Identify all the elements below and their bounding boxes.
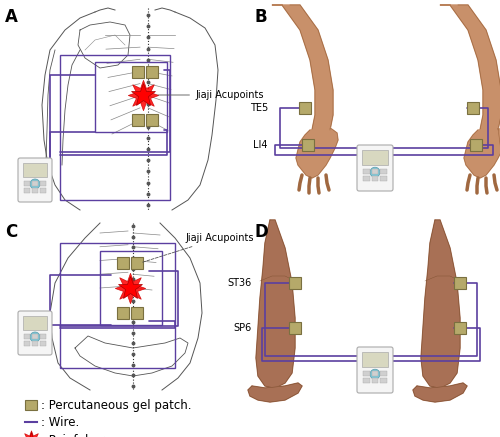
Polygon shape — [440, 5, 500, 130]
Bar — [363, 371, 370, 376]
Bar — [380, 169, 387, 174]
Polygon shape — [421, 220, 460, 388]
Bar — [60, 243, 175, 368]
Bar — [299, 102, 311, 114]
Ellipse shape — [370, 167, 380, 177]
Bar — [380, 378, 387, 383]
Text: LI4: LI4 — [254, 140, 268, 150]
Text: A: A — [5, 8, 18, 26]
Bar — [40, 334, 46, 339]
Bar — [24, 188, 30, 193]
Bar — [362, 352, 388, 367]
Text: C: C — [5, 223, 17, 241]
Bar — [454, 322, 466, 334]
FancyBboxPatch shape — [357, 347, 393, 393]
Bar — [117, 257, 129, 269]
Bar — [467, 102, 479, 114]
Bar — [117, 307, 129, 319]
Polygon shape — [413, 383, 467, 402]
Text: : Wire.: : Wire. — [41, 416, 79, 429]
Text: B: B — [255, 8, 268, 26]
Ellipse shape — [30, 332, 40, 342]
Text: Jiaji Acupoints: Jiaji Acupoints — [158, 90, 264, 100]
Bar — [23, 316, 47, 330]
Ellipse shape — [370, 369, 380, 379]
Bar — [289, 322, 301, 334]
Bar — [132, 66, 144, 78]
Bar — [302, 139, 314, 151]
Bar — [24, 181, 30, 186]
Bar — [362, 150, 388, 165]
FancyBboxPatch shape — [18, 158, 52, 202]
Bar — [32, 334, 38, 339]
Bar — [132, 114, 144, 126]
Bar — [380, 176, 387, 181]
Text: SP6: SP6 — [234, 323, 252, 333]
Bar — [95, 62, 167, 132]
Bar — [146, 114, 158, 126]
Bar — [372, 378, 378, 383]
Polygon shape — [296, 128, 338, 178]
Text: ST36: ST36 — [228, 278, 252, 288]
Bar — [372, 176, 378, 181]
Bar — [40, 181, 46, 186]
Bar — [454, 277, 466, 289]
Bar — [24, 334, 30, 339]
Bar — [131, 307, 143, 319]
Polygon shape — [464, 128, 500, 178]
Bar — [32, 341, 38, 346]
Bar — [372, 371, 378, 376]
Bar — [363, 169, 370, 174]
Bar — [40, 341, 46, 346]
Bar — [289, 277, 301, 289]
Bar — [363, 176, 370, 181]
Polygon shape — [256, 220, 295, 388]
Text: TE5: TE5 — [250, 103, 268, 113]
Text: : Percutaneous gel patch.: : Percutaneous gel patch. — [41, 399, 192, 412]
Bar — [363, 378, 370, 383]
Bar — [380, 371, 387, 376]
FancyBboxPatch shape — [357, 145, 393, 191]
Bar — [25, 400, 37, 410]
Bar — [32, 188, 38, 193]
Bar — [32, 181, 38, 186]
Bar — [372, 169, 378, 174]
Text: D: D — [255, 223, 269, 241]
Bar — [23, 163, 47, 177]
Bar — [470, 139, 482, 151]
Polygon shape — [272, 5, 333, 130]
Bar — [131, 257, 143, 269]
Bar — [24, 341, 30, 346]
Bar — [146, 66, 158, 78]
Text: Jiaji Acupoints: Jiaji Acupoints — [142, 233, 254, 262]
Bar — [40, 188, 46, 193]
FancyBboxPatch shape — [18, 311, 52, 355]
Text: : Painful area.: : Painful area. — [41, 434, 122, 437]
Ellipse shape — [30, 179, 40, 189]
Bar — [100, 251, 162, 325]
Bar — [60, 55, 170, 200]
Polygon shape — [248, 383, 302, 402]
